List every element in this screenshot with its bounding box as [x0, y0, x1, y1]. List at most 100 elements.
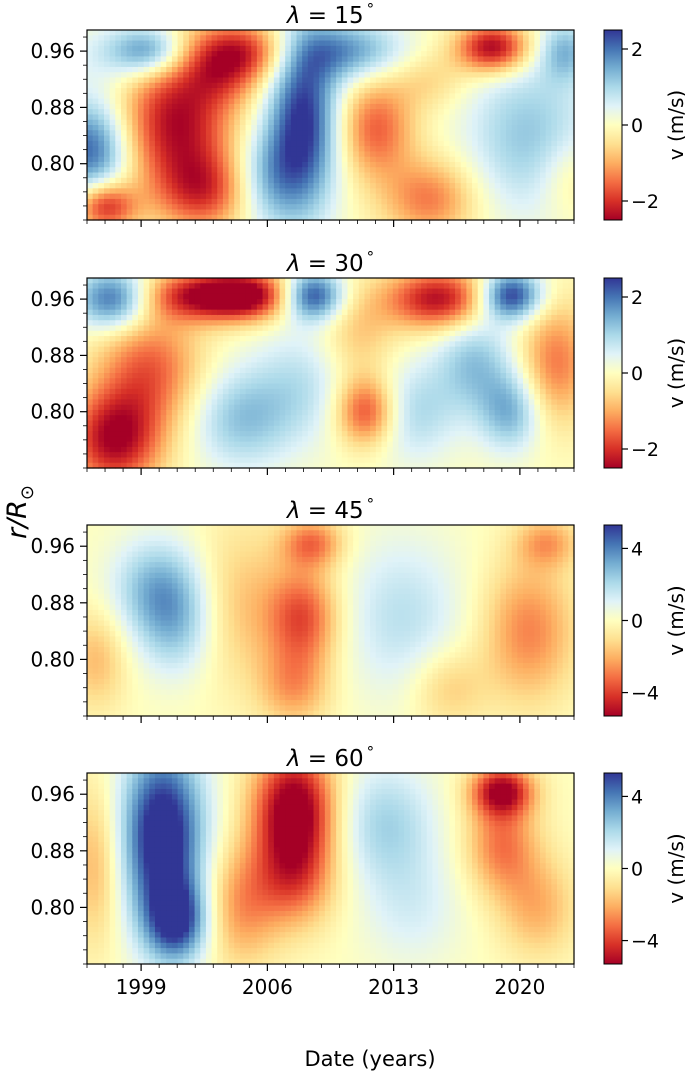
heatmap-cell: [358, 40, 366, 47]
heatmap-cell: [120, 125, 128, 131]
heatmap-cell: [319, 278, 326, 284]
heatmap-cell: [251, 336, 258, 342]
heatmap-cell: [137, 373, 145, 379]
heatmap-cell: [460, 204, 467, 211]
heatmap-cell: [347, 446, 354, 453]
heatmap-cell: [285, 346, 292, 353]
heatmap-cell: [528, 188, 535, 195]
heatmap-cell: [438, 114, 445, 121]
heatmap-cell: [358, 98, 366, 105]
heatmap-cell: [557, 93, 564, 100]
heatmap-cell: [194, 351, 201, 358]
heatmap-cell: [160, 45, 167, 52]
heatmap-cell: [245, 441, 252, 448]
heatmap-cell: [256, 156, 264, 163]
heatmap-cell: [160, 404, 167, 411]
heatmap-cell: [154, 452, 162, 459]
heatmap-cell: [177, 77, 184, 84]
heatmap-cell: [330, 367, 337, 374]
heatmap-cell: [92, 446, 99, 453]
heatmap-cell: [154, 103, 162, 110]
heatmap-cell: [222, 383, 230, 390]
heatmap-cell: [387, 130, 394, 137]
heatmap-cell: [222, 193, 230, 200]
heatmap-cell: [245, 45, 252, 52]
heatmap-cell: [120, 156, 128, 163]
heatmap-cell: [432, 82, 439, 89]
heatmap-cell: [460, 177, 467, 184]
heatmap-cell: [540, 103, 547, 110]
heatmap-cell: [222, 183, 230, 189]
heatmap-cell: [200, 45, 207, 52]
heatmap-cell: [358, 188, 366, 195]
heatmap-cell: [477, 204, 484, 211]
heatmap-cell: [126, 35, 133, 42]
heatmap-cell: [115, 383, 122, 390]
heatmap-cell: [256, 457, 264, 464]
heatmap-cell: [154, 441, 162, 448]
heatmap-cell: [177, 177, 184, 184]
heatmap-cell: [409, 135, 417, 142]
heatmap-cell: [426, 214, 434, 221]
heatmap-cell: [160, 330, 167, 337]
heatmap-cell: [194, 77, 201, 84]
heatmap-cell: [392, 93, 400, 100]
heatmap-cell: [132, 446, 139, 453]
heatmap-cell: [143, 161, 150, 168]
heatmap-cell: [92, 135, 99, 142]
heatmap-cell: [330, 193, 337, 200]
heatmap-cell: [149, 462, 156, 469]
heatmap-cell: [149, 30, 156, 36]
heatmap-cell: [528, 66, 535, 73]
heatmap-cell: [296, 82, 303, 89]
heatmap-cell: [132, 373, 139, 379]
heatmap-cell: [188, 214, 196, 221]
heatmap-cell: [455, 183, 462, 189]
heatmap-cell: [324, 45, 332, 52]
heatmap-cell: [432, 51, 439, 57]
heatmap-cell: [166, 452, 173, 459]
heatmap-cell: [364, 388, 371, 395]
heatmap-cell: [545, 56, 552, 63]
heatmap-cell: [183, 457, 190, 464]
heatmap-cell: [115, 299, 122, 305]
heatmap-cell: [120, 409, 128, 416]
heatmap-cell: [177, 56, 184, 63]
heatmap-cell: [358, 51, 366, 57]
heatmap-cell: [251, 388, 258, 395]
heatmap-cell: [154, 404, 162, 411]
heatmap-cell: [103, 98, 111, 105]
heatmap-cell: [211, 425, 218, 432]
heatmap-cell: [319, 35, 326, 42]
heatmap-cell: [200, 436, 207, 443]
heatmap-cell: [523, 209, 530, 216]
heatmap-cell: [239, 431, 247, 437]
heatmap-cell: [92, 346, 99, 353]
y-tick-label: 0.88: [30, 95, 75, 119]
heatmap-cell: [120, 214, 128, 221]
heatmap-cell: [324, 51, 332, 57]
heatmap-cell: [313, 204, 320, 211]
heatmap-cell: [166, 146, 173, 152]
heatmap-cell: [307, 304, 315, 311]
heatmap-cell: [341, 209, 349, 216]
heatmap-cell: [551, 214, 558, 221]
heatmap-cell: [132, 93, 139, 100]
heatmap-cell: [330, 214, 337, 221]
heatmap-cell: [432, 146, 439, 152]
heatmap-cell: [222, 30, 230, 36]
heatmap-cell: [251, 156, 258, 163]
heatmap-cell: [313, 45, 320, 52]
heatmap-cell: [251, 288, 258, 295]
heatmap-cell: [166, 40, 173, 47]
heatmap-cell: [103, 45, 111, 52]
heatmap-cell: [460, 188, 467, 195]
heatmap-cell: [562, 93, 569, 100]
heatmap-cell: [296, 341, 303, 348]
heatmap-cell: [251, 309, 258, 316]
heatmap-cell: [132, 452, 139, 459]
heatmap-cell: [222, 109, 230, 116]
heatmap-cell: [313, 441, 320, 448]
heatmap-cell: [245, 103, 252, 110]
heatmap-cell: [160, 362, 167, 369]
